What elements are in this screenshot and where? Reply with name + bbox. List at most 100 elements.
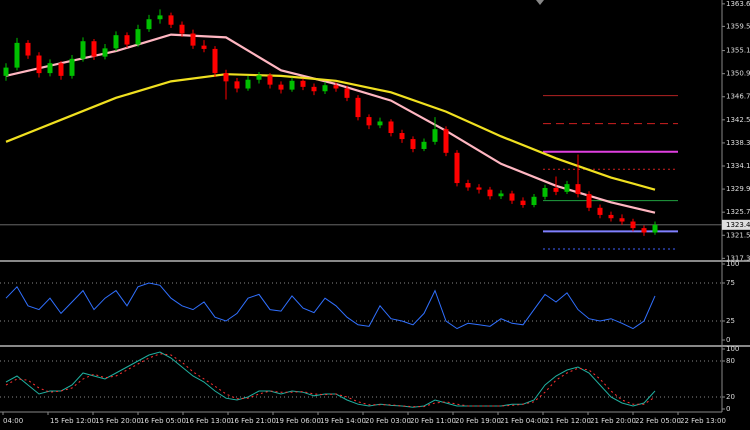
y-tick-label: 1359.5 bbox=[726, 22, 750, 30]
x-tick-label: 16 Feb 21:00 bbox=[230, 417, 276, 425]
candle-body bbox=[190, 33, 196, 46]
x-tick-label: 16 Feb 05:00 bbox=[140, 417, 186, 425]
candle-body bbox=[410, 139, 416, 149]
x-tick-label: 21 Feb 20:00 bbox=[590, 417, 636, 425]
candle-body bbox=[135, 29, 141, 45]
candle-body bbox=[388, 121, 394, 134]
candle-body bbox=[179, 24, 185, 34]
indicator-line bbox=[5, 353, 656, 408]
candle-body bbox=[245, 79, 251, 89]
y-tick-label: 1363.6 bbox=[726, 0, 750, 8]
candle-body bbox=[476, 187, 482, 190]
y-tick-label: 75 bbox=[726, 279, 735, 287]
y-tick-label: 100 bbox=[726, 260, 739, 268]
candle-body bbox=[608, 214, 614, 219]
shift-marker bbox=[536, 0, 544, 5]
candle-body bbox=[465, 183, 471, 188]
candle-body bbox=[289, 80, 295, 90]
candle-body bbox=[267, 75, 273, 85]
y-tick-label: 1338.3 bbox=[726, 139, 750, 147]
candle-body bbox=[377, 121, 383, 126]
candle-body bbox=[157, 15, 163, 20]
candle-body bbox=[58, 63, 64, 76]
y-tick-label: 1346.7 bbox=[726, 93, 750, 101]
candle-body bbox=[322, 85, 328, 92]
indicator-line bbox=[5, 351, 656, 408]
candle-body bbox=[619, 218, 625, 222]
x-tick-label: 22 Feb 13:00 bbox=[680, 417, 726, 425]
x-tick-label: 21 Feb 04:00 bbox=[500, 417, 546, 425]
candle-body bbox=[25, 42, 31, 56]
candle-body bbox=[69, 58, 75, 76]
y-tick-label: 1334.1 bbox=[726, 162, 750, 170]
last-price-box bbox=[722, 219, 750, 230]
candle-body bbox=[575, 184, 581, 195]
candle-body bbox=[124, 35, 130, 45]
x-tick-label: 16 Feb 13:00 bbox=[185, 417, 231, 425]
y-tick-label: 1321.5 bbox=[726, 231, 750, 239]
candle-body bbox=[443, 129, 449, 153]
candle-body bbox=[641, 228, 647, 233]
y-tick-label: 1325.7 bbox=[726, 208, 750, 216]
indicator-line bbox=[5, 282, 656, 330]
x-tick-label: 15 Feb 20:00 bbox=[95, 417, 141, 425]
candle-body bbox=[454, 152, 460, 184]
candle-body bbox=[113, 35, 119, 49]
candle-body bbox=[234, 81, 240, 89]
y-tick-label: 1342.5 bbox=[726, 116, 750, 124]
candle-body bbox=[597, 207, 603, 215]
candle-body bbox=[168, 15, 174, 25]
y-tick-label: 0 bbox=[726, 405, 730, 413]
candle-body bbox=[91, 41, 97, 57]
candle-body bbox=[146, 19, 152, 30]
candle-body bbox=[553, 187, 559, 192]
candle-body bbox=[14, 42, 20, 68]
candle-body bbox=[509, 193, 515, 201]
y-tick-label: 20 bbox=[726, 393, 735, 401]
last-price-label: 1323.4 bbox=[726, 221, 750, 229]
candle-body bbox=[564, 184, 570, 192]
y-tick-label: 0 bbox=[726, 336, 730, 344]
candle-body bbox=[487, 189, 493, 197]
candle-body bbox=[212, 48, 218, 74]
candle-body bbox=[256, 75, 262, 80]
x-tick-label: 22 Feb 05:00 bbox=[635, 417, 681, 425]
x-tick-label: 04:00 bbox=[3, 417, 23, 425]
candle-body bbox=[311, 86, 317, 92]
x-tick-label: 20 Feb 19:00 bbox=[455, 417, 501, 425]
candle-body bbox=[520, 200, 526, 206]
candle-body bbox=[102, 48, 108, 57]
candle-body bbox=[432, 129, 438, 142]
candle-body bbox=[399, 133, 405, 140]
candle-body bbox=[278, 84, 284, 90]
y-tick-label: 80 bbox=[726, 357, 735, 365]
y-tick-label: 100 bbox=[726, 345, 739, 353]
x-tick-label: 19 Feb 14:00 bbox=[320, 417, 366, 425]
candle-body bbox=[80, 41, 86, 59]
candle-body bbox=[36, 55, 42, 74]
candle-body bbox=[201, 45, 207, 49]
indicator-line bbox=[5, 73, 656, 191]
candle-body bbox=[531, 196, 537, 206]
y-tick-label: 1350.9 bbox=[726, 70, 750, 78]
candle-body bbox=[421, 141, 427, 149]
x-tick-label: 21 Feb 12:00 bbox=[545, 417, 591, 425]
y-tick-label: 25 bbox=[726, 317, 735, 325]
x-tick-label: 20 Feb 11:00 bbox=[410, 417, 456, 425]
candle-body bbox=[542, 187, 548, 197]
candle-body bbox=[333, 85, 339, 89]
candle-body bbox=[47, 63, 53, 74]
candle-body bbox=[300, 80, 306, 87]
candle-body bbox=[366, 117, 372, 126]
candle-body bbox=[630, 221, 636, 229]
candle-body bbox=[586, 194, 592, 208]
x-tick-label: 15 Feb 12:00 bbox=[50, 417, 96, 425]
candle-body bbox=[223, 73, 229, 82]
y-tick-label: 1329.9 bbox=[726, 185, 750, 193]
y-tick-label: 1355.1 bbox=[726, 47, 750, 55]
candle-body bbox=[3, 67, 9, 76]
candle-body bbox=[355, 97, 361, 118]
candle-body bbox=[498, 193, 504, 197]
y-tick-label: 1317.3 bbox=[726, 254, 750, 262]
